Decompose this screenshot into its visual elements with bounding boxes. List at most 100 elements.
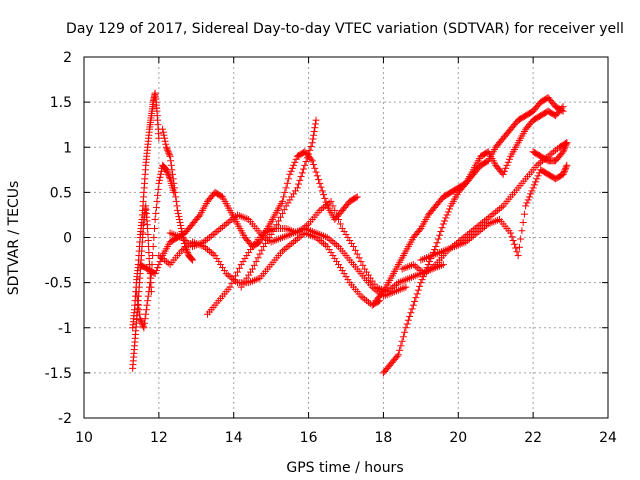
data-point bbox=[220, 267, 228, 275]
data-point bbox=[160, 134, 168, 142]
data-point bbox=[211, 252, 219, 260]
data-point bbox=[142, 306, 150, 314]
data-point bbox=[160, 131, 168, 139]
data-point bbox=[494, 206, 502, 214]
data-point bbox=[250, 261, 258, 269]
data-point bbox=[252, 258, 260, 266]
data-point bbox=[340, 227, 348, 235]
data-point bbox=[263, 237, 271, 245]
x-tick-label: 10 bbox=[75, 430, 93, 446]
data-point bbox=[277, 213, 284, 221]
data-point bbox=[241, 255, 249, 263]
data-point bbox=[363, 268, 371, 276]
data-point bbox=[406, 312, 414, 320]
data-point bbox=[368, 277, 376, 285]
data-point bbox=[404, 316, 412, 324]
data-point bbox=[213, 255, 221, 263]
data-point bbox=[280, 193, 288, 201]
data-point bbox=[177, 221, 185, 229]
data-point bbox=[329, 252, 337, 260]
data-point bbox=[312, 116, 320, 124]
data-point bbox=[282, 184, 290, 192]
data-point bbox=[359, 261, 367, 269]
data-point bbox=[228, 279, 236, 287]
data-point bbox=[288, 240, 296, 248]
data-point bbox=[181, 237, 189, 245]
data-point bbox=[134, 297, 142, 305]
data-point bbox=[415, 265, 423, 273]
data-point bbox=[226, 283, 234, 291]
data-point bbox=[159, 128, 167, 136]
data-point bbox=[559, 148, 567, 156]
data-point bbox=[561, 166, 569, 174]
data-point bbox=[475, 221, 483, 229]
data-point bbox=[533, 175, 541, 183]
data-point bbox=[443, 211, 451, 219]
data-point bbox=[323, 243, 331, 251]
data-point bbox=[155, 176, 163, 184]
data-point bbox=[490, 209, 498, 217]
data-point bbox=[271, 224, 279, 232]
data-point bbox=[213, 227, 221, 235]
data-point bbox=[333, 211, 341, 219]
data-point bbox=[316, 179, 324, 187]
data-point bbox=[338, 224, 346, 232]
data-point bbox=[286, 241, 294, 249]
data-point bbox=[310, 131, 318, 139]
data-point bbox=[336, 220, 344, 228]
data-point bbox=[275, 217, 283, 225]
data-point bbox=[245, 249, 253, 257]
data-point bbox=[510, 240, 518, 248]
data-point bbox=[170, 184, 178, 192]
data-point bbox=[441, 217, 449, 225]
data-point bbox=[321, 241, 329, 249]
data-point bbox=[309, 135, 317, 143]
data-point bbox=[391, 282, 399, 290]
data-point bbox=[184, 249, 192, 257]
data-point bbox=[136, 310, 144, 318]
data-point bbox=[169, 170, 177, 178]
data-point bbox=[287, 167, 295, 175]
data-point bbox=[402, 283, 410, 291]
data-point bbox=[548, 149, 556, 157]
data-point bbox=[434, 235, 442, 243]
data-point bbox=[174, 206, 182, 214]
data-point bbox=[133, 292, 141, 300]
data-point bbox=[165, 149, 173, 157]
data-point bbox=[170, 179, 178, 187]
data-point bbox=[204, 246, 212, 254]
data-point bbox=[247, 246, 255, 254]
data-point bbox=[156, 173, 164, 181]
data-point bbox=[222, 220, 230, 228]
data-point bbox=[148, 261, 156, 269]
data-point bbox=[329, 202, 337, 210]
data-point bbox=[342, 273, 350, 281]
data-point bbox=[361, 295, 369, 303]
data-point bbox=[307, 142, 315, 150]
data-point bbox=[416, 226, 424, 234]
data-point bbox=[176, 218, 184, 226]
data-point bbox=[524, 196, 532, 204]
data-point bbox=[522, 202, 530, 210]
data-point bbox=[523, 199, 531, 207]
data-point bbox=[155, 261, 163, 269]
data-point bbox=[512, 244, 520, 252]
data-point bbox=[508, 233, 516, 241]
data-point bbox=[165, 173, 173, 181]
data-point bbox=[473, 229, 481, 237]
data-point bbox=[141, 315, 149, 323]
data-point bbox=[325, 246, 333, 254]
data-point bbox=[154, 264, 162, 272]
data-point bbox=[207, 249, 215, 257]
data-point bbox=[562, 163, 570, 171]
data-point bbox=[134, 301, 142, 309]
data-point bbox=[155, 179, 163, 187]
data-point bbox=[414, 286, 422, 294]
data-point bbox=[168, 166, 176, 174]
data-point bbox=[471, 230, 479, 238]
data-point bbox=[311, 120, 319, 128]
data-point bbox=[461, 181, 469, 189]
data-point bbox=[137, 316, 145, 324]
data-point bbox=[561, 143, 569, 151]
y-tick-label: 1.5 bbox=[50, 95, 72, 111]
